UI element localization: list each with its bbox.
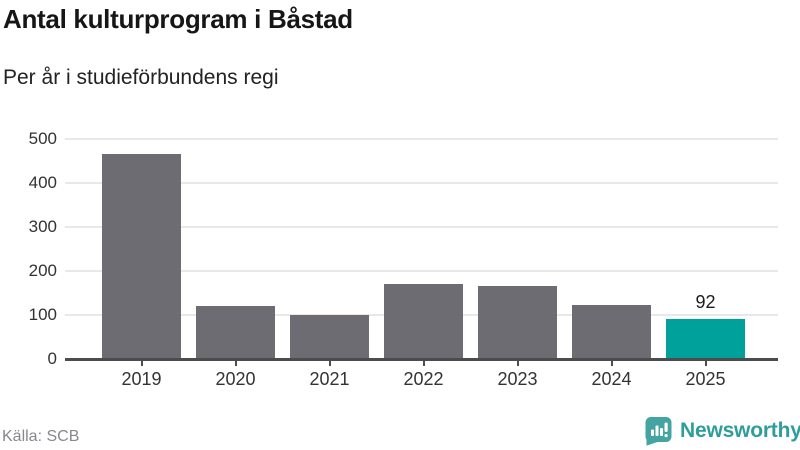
bar-2022 (384, 284, 463, 359)
x-axis-tick-label: 2025 (685, 369, 726, 389)
x-axis-tick-label: 2019 (121, 369, 162, 389)
y-axis-tick-label: 400 (28, 173, 57, 193)
gridline-200 (65, 270, 778, 273)
y-axis-tick-label: 300 (28, 217, 57, 237)
x-axis-line (65, 357, 778, 361)
newsworthy-wordmark: Newsworthy (680, 419, 800, 442)
bar-2025 (666, 318, 745, 359)
gridline-400 (65, 182, 778, 185)
x-axis-tick (704, 360, 707, 366)
x-axis-tick-label: 2020 (215, 369, 256, 389)
y-axis-tick-label: 500 (28, 129, 57, 149)
gridline-300 (65, 226, 778, 229)
newsworthy-logo-icon (645, 417, 672, 446)
x-axis-tick (234, 360, 237, 366)
bar-2023 (478, 286, 557, 359)
x-axis-tick (140, 360, 143, 366)
x-axis-tick (422, 360, 425, 366)
chart-subtitle: Per år i studieförbundens regi (3, 66, 279, 89)
x-axis-tick (610, 360, 613, 366)
y-axis-tick-label: 0 (47, 349, 57, 368)
bar-2024 (572, 304, 651, 359)
gridline-500 (65, 138, 778, 141)
y-axis-tick-label: 200 (28, 261, 57, 281)
bar-value-label: 92 (695, 291, 716, 312)
x-axis-tick-label: 2022 (403, 369, 444, 389)
x-axis-tick-label: 2024 (591, 369, 632, 389)
bar-2020 (196, 306, 275, 359)
x-axis-tick (328, 360, 331, 366)
source-note: Källa: SCB (2, 428, 80, 445)
chart-title: Antal kulturprogram i Båstad (3, 4, 353, 34)
x-axis-tick-label: 2021 (309, 369, 350, 389)
x-axis-tick (516, 360, 519, 366)
newsworthy-logo: Newsworthy (644, 416, 800, 446)
y-axis-tick-label: 100 (28, 305, 57, 325)
x-axis-tick-label: 2023 (497, 369, 538, 389)
bar-2021 (290, 315, 369, 359)
bar-2019 (102, 153, 181, 359)
